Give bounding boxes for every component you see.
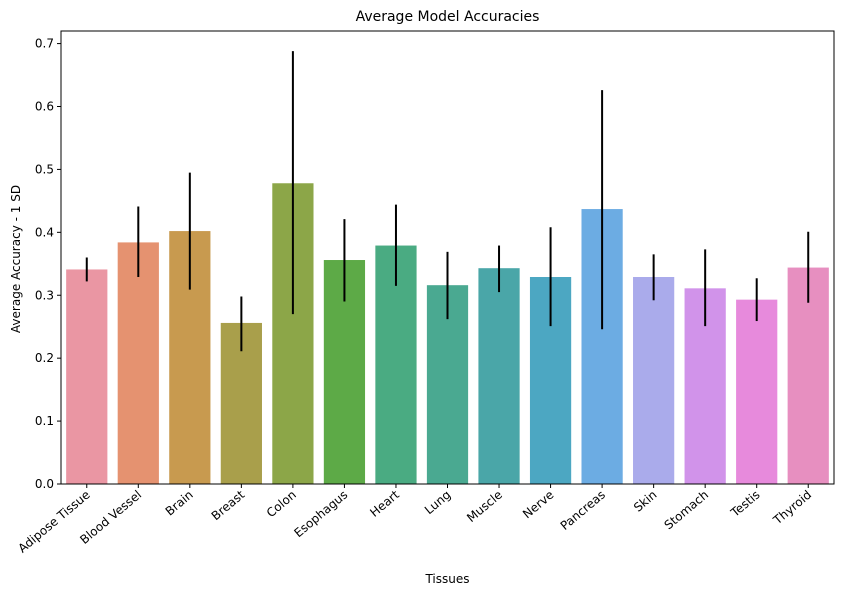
x-tick-label: Stomach: [662, 488, 712, 533]
chart-title: Average Model Accuracies: [356, 9, 540, 25]
bar-adipose-tissue: [66, 269, 108, 484]
y-tick-label: 0.2: [35, 351, 54, 365]
y-tick-label: 0.1: [35, 414, 54, 428]
y-tick-label: 0.3: [35, 288, 54, 302]
plot-frame: [60, 30, 835, 485]
x-tick-label: Brain: [163, 488, 196, 519]
x-tick-label: Lung: [422, 488, 453, 518]
bar-thyroid: [787, 267, 829, 484]
y-axis: 0.0 0.1 0.2 0.3 0.4 0.5 0.6 0.7: [35, 37, 61, 491]
x-axis-title: Tissues: [424, 572, 469, 586]
x-tick-label: Testis: [727, 488, 762, 521]
bar-testis: [736, 299, 778, 484]
x-tick-label: Thyroid: [770, 488, 814, 528]
x-tick-label: Muscle: [464, 488, 505, 525]
x-tick-label: Nerve: [520, 488, 556, 522]
y-axis-title: Average Accuracy - 1 SD: [9, 185, 23, 333]
bar-skin: [633, 277, 675, 484]
x-tick-label: Skin: [631, 488, 660, 515]
error-bars-layer: [85, 51, 810, 352]
bar-muscle: [478, 268, 520, 484]
y-tick-label: 0.7: [35, 37, 54, 51]
x-tick-label: Breast: [209, 487, 248, 523]
y-tick-label: 0.0: [35, 477, 54, 491]
bars-layer: [66, 183, 829, 484]
x-tick-label: Adipose Tissue: [15, 488, 92, 556]
x-tick-label: Heart: [367, 487, 402, 519]
y-tick-label: 0.4: [35, 225, 54, 239]
bar-blood-vessel: [117, 242, 159, 484]
x-tick-label: Pancreas: [558, 488, 608, 533]
x-tick-label: Colon: [264, 488, 299, 521]
y-tick-label: 0.6: [35, 100, 54, 114]
y-tick-label: 0.5: [35, 162, 54, 176]
x-tick-label: Esophagus: [291, 488, 350, 541]
